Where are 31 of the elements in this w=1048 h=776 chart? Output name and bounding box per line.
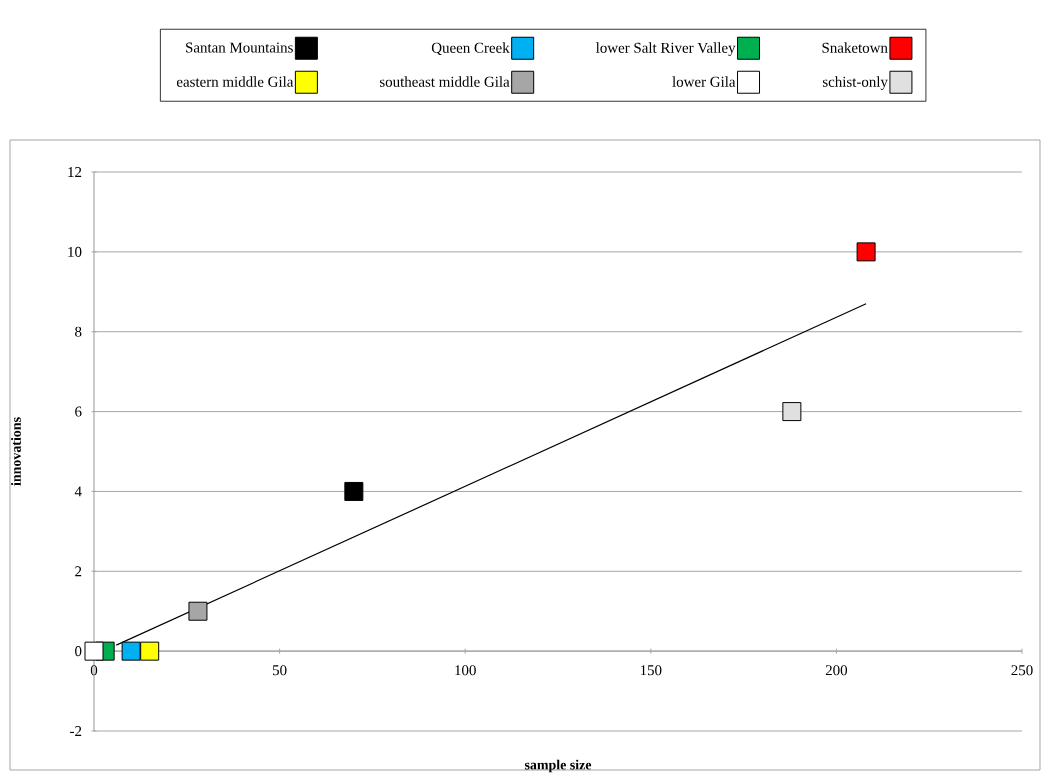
y-tick-label: 0 (75, 646, 82, 657)
y-tick-label: 2 (75, 566, 82, 577)
x-axis-title: sample size (524, 759, 592, 773)
x-tick-label: 100 (455, 665, 476, 676)
x-tick-label: 250 (1011, 665, 1033, 676)
point (140, 641, 160, 661)
point (782, 402, 802, 422)
y-tick-label: 4 (74, 486, 82, 497)
y-tick-label: 12 (68, 167, 82, 177)
y-tick-label: -2 (70, 726, 82, 736)
x-tick-label: 200 (825, 665, 848, 676)
y-tick-label: 8 (75, 326, 82, 337)
x-tick-label: 50 (273, 665, 287, 676)
legend-label: schist-only (822, 76, 888, 90)
y-axis-title: innovations (11, 417, 21, 486)
legend-label: lower Gila (672, 76, 736, 87)
legend-label: eastern middle Gila (176, 76, 294, 87)
x-tick-label: 0 (90, 665, 98, 676)
point (121, 641, 141, 661)
legend-label: Snaketown (822, 42, 888, 53)
point (344, 481, 364, 501)
y-tick-label: 6 (75, 406, 82, 417)
legend-label: southeast middle Gila (379, 76, 510, 87)
legend-label: lower Salt River Valley (595, 42, 736, 56)
point (188, 601, 208, 621)
legend-label: Santan Mountains (186, 42, 293, 53)
point (856, 242, 876, 262)
y-tick-label: 10 (68, 246, 82, 257)
x-tick-label: 150 (640, 665, 662, 676)
legend-label: Queen Creek (431, 42, 510, 56)
point (84, 641, 104, 661)
